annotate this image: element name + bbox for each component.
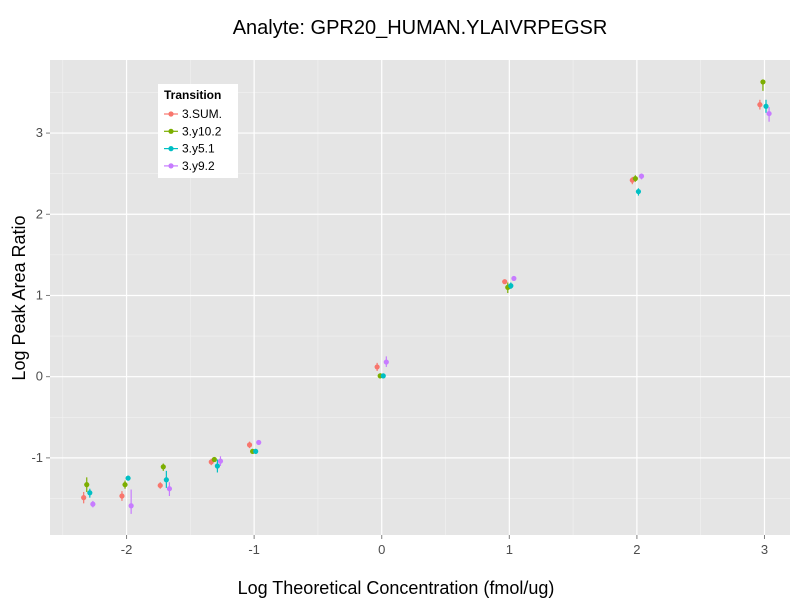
data-point [380,373,386,379]
data-point [163,477,169,483]
y-tick-label: -1 [31,450,43,465]
data-point [383,359,389,365]
data-point [511,275,517,282]
x-tick-label: 2 [633,542,640,557]
x-tick-label: 3 [761,542,768,557]
x-tick-label: -2 [121,542,133,557]
series-3.SUM. [81,99,763,504]
data-point [90,501,96,507]
data-point [508,283,514,289]
data-point [635,188,642,195]
x-tick-label: 1 [506,542,513,557]
legend-item-label: 3.y9.2 [182,159,215,173]
minor-gridlines [50,60,790,535]
y-axis-title: Log Peak Area Ratio [9,215,29,380]
legend-key-point [168,128,174,134]
legend-key-point [168,163,174,169]
data-point [81,495,87,501]
data-point [160,464,166,470]
data-point [766,110,772,117]
legend-item-label: 3.y10.2 [182,124,222,138]
data-point [638,173,645,179]
x-tick-label: -1 [248,542,260,557]
major-gridlines [50,60,790,535]
legend: Transition 3.SUM. 3.y10.2 3.y5.1 3.y9.2 [158,84,238,178]
data-point [253,448,259,454]
y-tick-label: 1 [36,287,43,302]
legend-key-point [168,146,174,152]
data-point [256,439,262,446]
legend-item-label: 3.y5.1 [182,142,215,156]
data-point [214,463,220,469]
data-point [502,279,508,285]
data-point [125,475,131,481]
legend-items: 3.SUM. 3.y10.2 3.y5.1 3.y9.2 [164,107,222,173]
series-layer [81,79,772,514]
series-3.y9.2 [90,107,772,514]
data-point [211,456,217,463]
data-point [632,175,638,182]
data-point [217,458,224,464]
data-point [374,364,380,370]
legend-key-point [168,111,174,117]
y-tick-label: 2 [36,206,43,221]
y-axis-ticks: -1 0 1 2 3 [31,125,50,465]
data-point [760,79,766,85]
x-tick-label: 0 [378,542,385,557]
series-3.y10.2 [84,79,766,492]
x-axis-title: Log Theoretical Concentration (fmol/ug) [238,578,555,598]
data-point [128,503,134,509]
data-point [157,482,163,489]
series-3.y5.1 [87,99,769,498]
data-point [246,442,253,448]
chart-title: Analyte: GPR20_HUMAN.YLAIVRPEGSR [233,17,608,39]
data-point [122,482,128,488]
data-point [84,482,90,488]
data-point [757,102,763,108]
y-tick-label: 3 [36,125,43,140]
data-point [763,103,769,109]
data-point [119,493,125,499]
data-point [87,490,93,496]
y-tick-label: 0 [36,369,43,384]
data-point [166,486,173,492]
legend-item-label: 3.SUM. [182,107,222,121]
legend-title: Transition [164,88,221,102]
x-axis-ticks: -2 -1 0 1 2 3 [121,535,768,557]
